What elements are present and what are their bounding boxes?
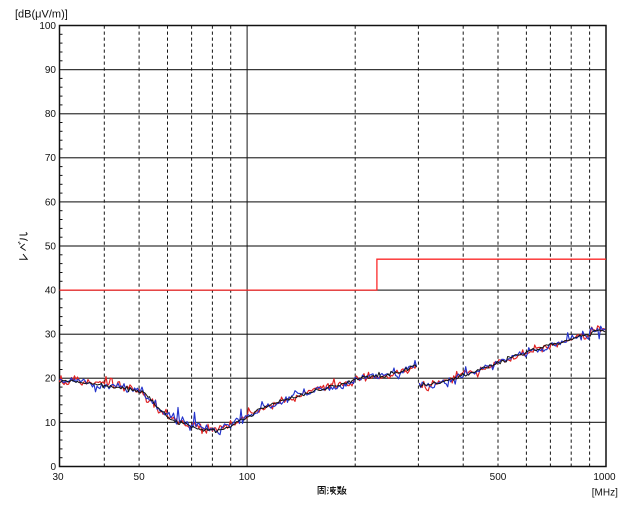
- svg-text:0: 0: [50, 462, 56, 473]
- svg-text:30: 30: [52, 472, 64, 483]
- svg-text:50: 50: [134, 472, 146, 483]
- svg-text:[MHz]: [MHz]: [592, 488, 618, 499]
- svg-text:100: 100: [239, 472, 256, 483]
- svg-text:500: 500: [490, 472, 507, 483]
- svg-text:10: 10: [45, 418, 57, 429]
- svg-text:80: 80: [45, 109, 57, 120]
- svg-text:90: 90: [45, 65, 57, 76]
- svg-text:[dB(μV/m)]: [dB(μV/m)]: [15, 9, 68, 21]
- svg-text:50: 50: [45, 241, 57, 252]
- svg-text:30: 30: [45, 330, 57, 341]
- svg-text:40: 40: [45, 286, 57, 297]
- svg-text:20: 20: [45, 374, 57, 385]
- svg-text:70: 70: [45, 153, 57, 164]
- svg-text:60: 60: [45, 197, 57, 208]
- svg-text:100: 100: [39, 21, 56, 32]
- svg-text:1000: 1000: [593, 472, 616, 483]
